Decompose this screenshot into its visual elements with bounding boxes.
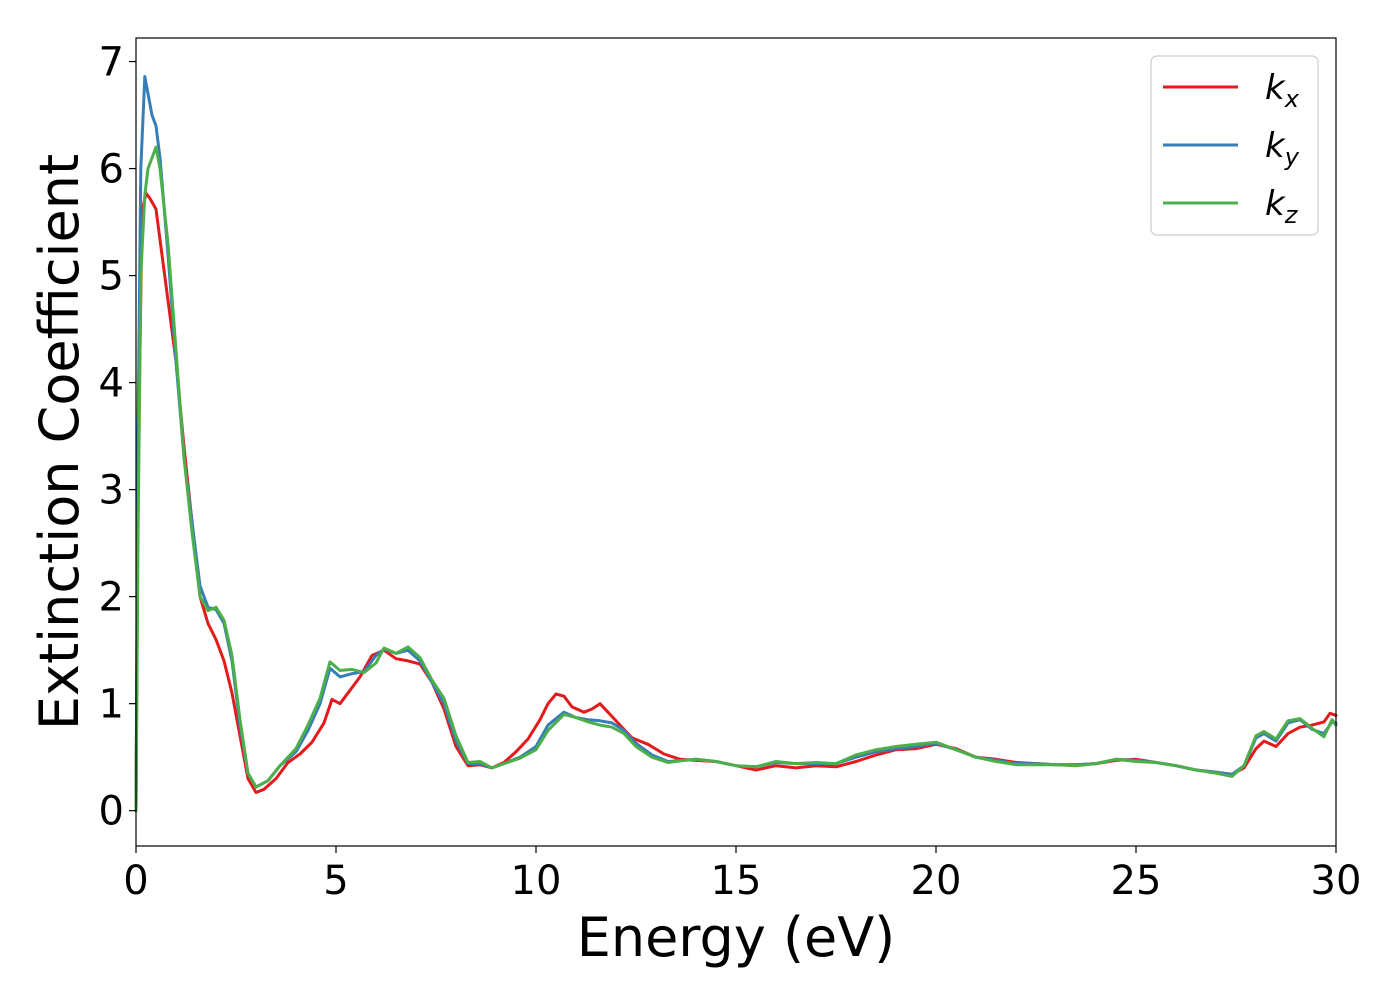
series-line-kz [134, 145, 1338, 813]
x-tick-label: 25 [1111, 858, 1162, 904]
x-axis-label: Energy (eV) [577, 906, 896, 969]
y-tick-label: 1 [99, 682, 124, 728]
x-tick-label: 30 [1311, 858, 1362, 904]
x-axis: 0 5 10 15 20 25 30 [123, 846, 1361, 904]
x-tick-label: 0 [123, 858, 148, 904]
y-tick-label: 7 [99, 40, 124, 86]
y-tick-label: 4 [99, 361, 124, 407]
legend-label-kz: kz [1265, 184, 1299, 229]
y-tick-label: 0 [99, 789, 124, 835]
y-tick-label: 6 [99, 147, 124, 193]
y-tick-label: 3 [99, 468, 124, 514]
y-axis-label: Extinction Coefficient [28, 154, 91, 730]
x-tick-label: 10 [511, 858, 562, 904]
x-tick-label: 20 [911, 858, 962, 904]
x-tick-label: 5 [323, 858, 348, 904]
x-tick-label: 15 [711, 858, 762, 904]
legend-label-kx: kx [1265, 68, 1300, 113]
plot-area [134, 75, 1338, 813]
y-axis: 0 1 2 3 4 5 6 7 [99, 40, 136, 835]
legend-label-ky: ky [1265, 126, 1300, 171]
y-tick-label: 2 [99, 575, 124, 621]
y-tick-label: 5 [99, 254, 124, 300]
legend: kx ky kz [1150, 55, 1319, 236]
